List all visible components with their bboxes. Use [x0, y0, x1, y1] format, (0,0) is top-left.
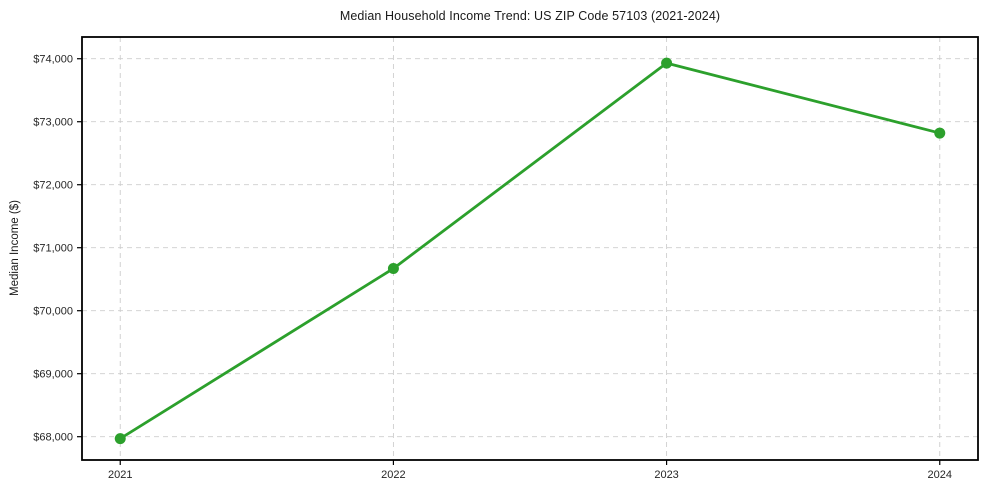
data-point-2021	[114, 433, 126, 445]
series-line	[118, 61, 942, 440]
plot-frame	[81, 36, 979, 461]
y-tick-label: $70,000	[33, 306, 73, 318]
data-point-2023	[661, 57, 673, 69]
x-tick-label: 2023	[654, 469, 678, 481]
y-tick-label: $71,000	[33, 243, 73, 255]
y-tick-label: $68,000	[33, 431, 73, 443]
x-tick-label: 2024	[928, 469, 952, 481]
data-point-2022	[387, 263, 399, 275]
chart-title: Median Household Income Trend: US ZIP Co…	[339, 9, 721, 23]
x-tick-label: 2022	[381, 469, 405, 481]
data-point-2024	[934, 127, 946, 139]
x-tick-label: 2021	[108, 469, 132, 481]
y-tick-label: $73,000	[33, 117, 73, 129]
y-tick-label: $69,000	[33, 368, 73, 380]
y-tick-label: $74,000	[33, 54, 73, 66]
y-tick-label: $72,000	[33, 180, 73, 192]
